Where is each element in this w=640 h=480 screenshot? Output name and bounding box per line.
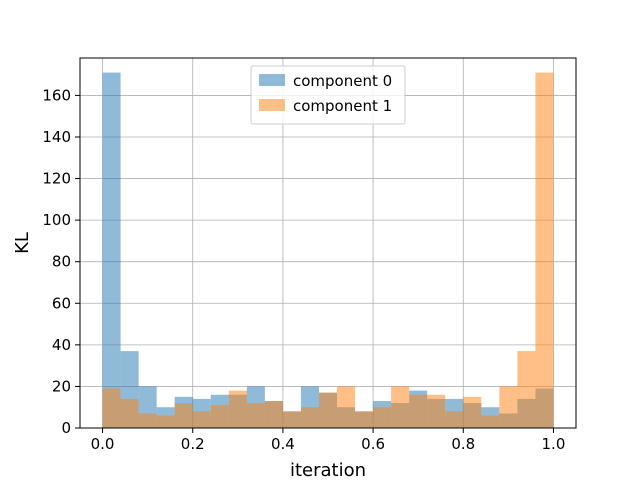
y-tick-label-1: 20 — [52, 377, 71, 395]
bar-series-1-bin-2 — [138, 413, 157, 428]
bars — [102, 72, 554, 428]
bar-series-1-bin-13 — [337, 386, 356, 428]
bar-series-1-bin-20 — [463, 396, 482, 428]
plot-frame — [79, 57, 577, 429]
bar-series-1-bin-7 — [228, 390, 247, 428]
legend-label-component-0: component 0 — [293, 72, 392, 90]
bar-series-1-bin-8 — [246, 403, 265, 428]
y-tick-label-2: 40 — [52, 336, 71, 354]
x-tick-label-1: 0.2 — [181, 435, 205, 453]
y-tick-label-3: 60 — [52, 294, 71, 312]
x-tick-label-2: 0.4 — [271, 435, 295, 453]
bar-series-1-bin-14 — [355, 411, 374, 428]
bar-series-1-bin-22 — [499, 386, 518, 428]
x-tick-label-4: 0.8 — [451, 435, 475, 453]
bar-series-1-bin-10 — [282, 411, 301, 428]
x-tick-label-0: 0.0 — [91, 435, 115, 453]
bar-series-1-bin-3 — [156, 415, 175, 428]
y-axis-ticks: 0 20 40 60 80 100 120 140 160 — [42, 86, 80, 437]
bar-series-1-bin-0 — [102, 388, 121, 428]
legend-box — [250, 65, 406, 125]
bar-series-1-bin-23 — [517, 351, 536, 428]
bar-series-1-bin-19 — [445, 411, 464, 428]
y-tick-label-8: 160 — [42, 86, 71, 104]
bar-series-1-bin-16 — [391, 386, 410, 428]
legend-swatch-component-1 — [259, 99, 285, 111]
x-tick-label-5: 1.0 — [542, 435, 566, 453]
legend-label-component-1: component 1 — [293, 97, 392, 115]
bar-series-1-bin-4 — [174, 403, 193, 428]
bar-series-1-bin-9 — [264, 400, 283, 428]
y-tick-label-4: 80 — [52, 253, 71, 271]
bar-series-1-bin-17 — [409, 394, 428, 428]
x-tick-label-3: 0.6 — [361, 435, 385, 453]
x-axis-label: iteration — [290, 460, 366, 480]
x-axis-ticks: 0.0 0.2 0.4 0.6 0.8 1.0 — [91, 428, 566, 453]
y-tick-label-0: 0 — [61, 419, 71, 437]
bar-series-1-bin-12 — [318, 392, 338, 428]
bar-series-1-bin-11 — [300, 407, 319, 428]
bar-series-0-bin-0 — [102, 72, 121, 428]
y-tick-label-6: 120 — [42, 170, 71, 188]
bar-series-1-bin-18 — [427, 394, 446, 428]
legend: component 0 component 1 — [250, 65, 406, 125]
bar-series-1-bin-6 — [210, 405, 229, 428]
bar-series-1-bin-21 — [481, 415, 500, 428]
bar-series-1-bin-5 — [192, 411, 211, 428]
y-tick-label-7: 140 — [42, 128, 71, 146]
bar-series-1-bin-15 — [373, 407, 392, 428]
bar-series-1-bin-1 — [120, 398, 139, 428]
y-axis-label: KL — [12, 232, 33, 254]
y-tick-label-5: 100 — [42, 211, 71, 229]
bar-series-1-bin-24 — [535, 72, 554, 428]
legend-swatch-component-0 — [259, 74, 285, 86]
